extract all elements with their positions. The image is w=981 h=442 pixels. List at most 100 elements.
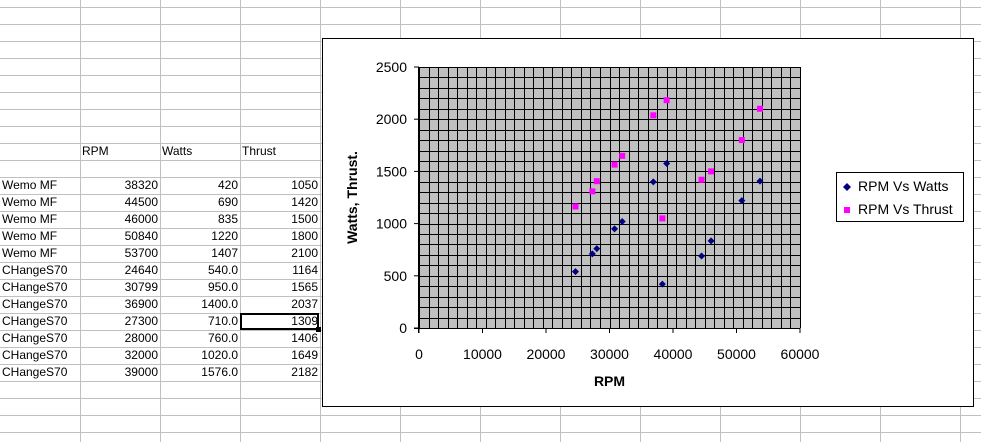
cell-rpm[interactable]: 44500 [124,195,158,209]
cell-rpm[interactable]: 46000 [124,212,158,226]
plot-area[interactable] [419,67,800,328]
cell-rpm[interactable]: 28000 [124,331,158,345]
plot-gridlines [419,67,801,329]
header-rpm[interactable]: RPM [82,144,109,158]
cell-watts[interactable]: 1220 [211,229,238,243]
cell-label[interactable]: Wemo MF [2,246,58,260]
legend-label-thrust: RPM Vs Thrust [858,201,953,217]
cell-rpm[interactable]: 36900 [124,297,158,311]
cell-label[interactable]: CHangeS70 [2,314,68,328]
cell-watts[interactable]: 1407 [211,246,238,260]
cell-thrust[interactable]: 1309 [291,314,318,328]
watts-point[interactable] [756,177,764,185]
chart-area[interactable]: 0 10000 20000 30000 40000 50000 60000 0 500 1000 1… [322,38,974,407]
watts-point[interactable] [658,280,666,288]
watts-point[interactable] [663,159,671,167]
watts-point[interactable] [618,218,626,226]
legend-entry-thrust: RPM Vs Thrust [843,199,953,219]
thrust-point[interactable] [659,215,666,222]
watts-point[interactable] [649,178,657,186]
thrust-point[interactable] [650,112,657,119]
cell-label[interactable]: CHangeS70 [2,280,68,294]
thrust-point[interactable] [708,168,715,175]
watts-point[interactable] [738,197,746,205]
cell-label[interactable]: Wemo MF [2,178,58,192]
header-thrust[interactable]: Thrust [242,144,277,158]
x-tick-label: 0 [415,346,423,362]
legend-entry-watts: RPM Vs Watts [843,176,949,196]
thrust-point[interactable] [572,203,579,210]
cell-rpm[interactable]: 32000 [124,348,158,362]
watts-point[interactable] [611,225,619,233]
y-tick-label: 1500 [376,163,407,179]
cell-watts[interactable]: 1400.0 [201,297,238,311]
fill-handle[interactable] [316,327,321,332]
cell-rpm[interactable]: 24640 [124,263,158,277]
cell-rpm[interactable]: 53700 [124,246,158,260]
thrust-point[interactable] [593,178,600,185]
x-tick-label: 40000 [654,346,693,362]
chart-legend[interactable]: RPM Vs Watts RPM Vs Thrust [836,172,964,222]
cell-watts[interactable]: 1576.0 [201,365,238,379]
cell-watts[interactable]: 950.0 [207,280,238,294]
thrust-point[interactable] [589,188,596,195]
legend-label-watts: RPM Vs Watts [858,178,949,194]
cell-watts[interactable]: 420 [217,178,238,192]
cell-thrust[interactable]: 2100 [291,246,318,260]
scatter-chart: 0 10000 20000 30000 40000 50000 60000 0 500 1000 1… [344,59,820,389]
cell-rpm[interactable]: 38320 [124,178,158,192]
y-tick-label: 0 [399,320,407,336]
cell-thrust[interactable]: 1500 [291,212,318,226]
cell-rpm[interactable]: 30799 [124,280,158,294]
cell-thrust[interactable]: 1649 [291,348,318,362]
cell-watts[interactable]: 540.0 [207,263,238,277]
cell-thrust[interactable]: 1800 [291,229,318,243]
y-tick-label: 500 [384,268,408,284]
x-tick-label: 20000 [527,346,566,362]
cell-label[interactable]: Wemo MF [2,195,58,209]
cell-watts[interactable]: 1020.0 [201,348,238,362]
cell-label[interactable]: CHangeS70 [2,297,68,311]
y-tick-label: 2000 [376,111,407,127]
cell-thrust[interactable]: 2037 [291,297,318,311]
header-watts[interactable]: Watts [162,144,193,158]
cell-watts[interactable]: 710.0 [207,314,238,328]
selected-cell-outline[interactable] [240,313,321,332]
x-axis-title[interactable]: RPM [594,373,625,389]
thrust-point[interactable] [611,161,618,168]
cell-thrust[interactable]: 2182 [291,365,318,379]
x-tick-label: 10000 [463,346,502,362]
x-tick-label: 60000 [781,346,820,362]
cell-thrust[interactable]: 1565 [291,280,318,294]
cell-label[interactable]: Wemo MF [2,212,58,226]
cell-thrust[interactable]: 1420 [291,195,318,209]
thrust-point[interactable] [663,97,670,104]
watts-point[interactable] [698,252,706,260]
cell-rpm[interactable]: 27300 [124,314,158,328]
cell-thrust[interactable]: 1164 [292,263,318,277]
square-marker-icon [844,207,850,214]
cell-watts[interactable]: 760.0 [207,331,238,345]
cell-watts[interactable]: 690 [217,195,238,209]
thrust-point[interactable] [738,137,745,144]
cell-thrust[interactable]: 1050 [291,178,318,192]
diamond-marker-icon [843,183,851,192]
cell-thrust[interactable]: 1406 [291,331,318,345]
y-axis-title[interactable]: Watts, Thrust. [344,151,360,244]
watts-point[interactable] [707,237,715,245]
cell-watts[interactable]: 835 [217,212,238,226]
thrust-point[interactable] [619,152,626,159]
cell-label[interactable]: CHangeS70 [2,348,68,362]
cell-label[interactable]: CHangeS70 [2,331,68,345]
thrust-point[interactable] [756,105,763,112]
y-tick-label: 2500 [376,59,407,75]
watts-point[interactable] [571,268,579,276]
cell-label[interactable]: Wemo MF [2,229,58,243]
watts-point[interactable] [588,250,596,258]
cell-rpm[interactable]: 39000 [124,365,158,379]
thrust-point[interactable] [698,176,705,183]
cell-rpm[interactable]: 50840 [124,229,158,243]
watts-point[interactable] [593,245,601,253]
cell-label[interactable]: CHangeS70 [2,263,68,277]
cell-label[interactable]: CHangeS70 [2,365,68,379]
